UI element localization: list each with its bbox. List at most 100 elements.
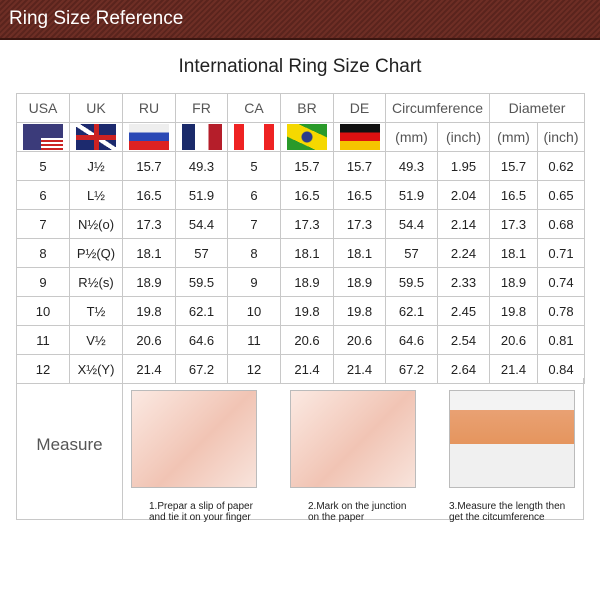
table-cell: 18.1 xyxy=(122,238,176,268)
step-caption: get the citcumference xyxy=(449,512,545,523)
table-cell: 5 xyxy=(227,151,281,181)
table-cell: 67.2 xyxy=(175,354,228,384)
table-row: 5 J½ 15.7 49.3 5 15.7 15.7 49.3 1.95 15.7 0.62 xyxy=(16,151,586,181)
table-cell: 18.1 xyxy=(489,238,538,268)
table-cell: 12 xyxy=(16,354,70,384)
table-cell: L½ xyxy=(69,180,123,210)
table-cell: 0.81 xyxy=(536,325,586,355)
table-cell: 20.6 xyxy=(333,325,386,355)
table-cell: 67.2 xyxy=(385,354,438,384)
table-cell: 20.6 xyxy=(489,325,538,355)
table-row: 6 L½ 16.5 51.9 6 16.5 16.5 51.9 2.04 16.5 0.65 xyxy=(16,180,586,210)
table-cell: 1.95 xyxy=(437,151,490,181)
table-cell: 10 xyxy=(227,296,281,326)
table-row: 10 T½ 19.8 62.1 10 19.8 19.8 62.1 2.45 19.8 0.78 xyxy=(16,296,586,326)
table-cell: 6 xyxy=(16,180,70,210)
step-caption: 2.Mark on the junction xyxy=(308,501,407,512)
column-header: Circumference xyxy=(385,93,490,123)
step-3: 3.Measure the length then get the citcumf… xyxy=(449,390,575,523)
table-cell: 15.7 xyxy=(333,151,386,181)
table-cell: 2.45 xyxy=(437,296,490,326)
table-cell: 16.5 xyxy=(489,180,538,210)
table-cell: 57 xyxy=(175,238,228,268)
table-cell: 11 xyxy=(16,325,70,355)
table-cell: 16.5 xyxy=(122,180,176,210)
russia-flag-icon xyxy=(129,124,169,150)
table-cell: 0.74 xyxy=(536,267,586,297)
step-caption: 3.Measure the length then xyxy=(449,501,566,512)
table-cell: 64.6 xyxy=(175,325,228,355)
table-cell: 7 xyxy=(227,209,281,239)
table-cell: 54.4 xyxy=(175,209,228,239)
france-flag-icon xyxy=(181,124,222,150)
table-cell: 18.1 xyxy=(333,238,386,268)
table-cell: 57 xyxy=(385,238,438,268)
uk-flag-icon xyxy=(76,124,116,150)
step-caption: on the paper xyxy=(308,512,365,523)
table-cell: 19.8 xyxy=(280,296,334,326)
table-row: 8 P½(Q) 18.1 57 8 18.1 18.1 57 2.24 18.1 0.71 xyxy=(16,238,586,268)
table-cell: 20.6 xyxy=(280,325,334,355)
step-caption: and tie it on your finger xyxy=(149,512,251,523)
unit-header: (mm) xyxy=(489,122,538,152)
table-cell: 19.8 xyxy=(122,296,176,326)
table-cell: 19.8 xyxy=(489,296,538,326)
table-cell: 6 xyxy=(227,180,281,210)
table-cell: 2.24 xyxy=(437,238,490,268)
table-cell: 2.33 xyxy=(437,267,490,297)
table-cell: 0.62 xyxy=(536,151,586,181)
measure-label: Measure xyxy=(17,378,123,519)
table-row: 11 V½ 20.6 64.6 11 20.6 20.6 64.6 2.54 20.6 0.81 xyxy=(16,325,586,355)
table-cell: 15.7 xyxy=(280,151,334,181)
page-title: International Ring Size Chart xyxy=(178,56,422,77)
table-row: 7 N½(o) 17.3 54.4 7 17.3 17.3 54.4 2.14 17.3 0.68 xyxy=(16,209,586,239)
table-cell: 8 xyxy=(16,238,70,268)
table-cell: 21.4 xyxy=(489,354,538,384)
column-header: BR xyxy=(280,93,334,123)
step-1: 1.Prepar a slip of paper and tie it on yo… xyxy=(131,390,257,523)
banner: Ring Size Reference xyxy=(0,0,600,40)
table-cell: X½(Y) xyxy=(69,354,123,384)
unit-header: (inch) xyxy=(437,122,490,152)
table-cell: P½(Q) xyxy=(69,238,123,268)
table-cell: 18.9 xyxy=(333,267,386,297)
table-cell: 18.9 xyxy=(280,267,334,297)
table-cell: 2.54 xyxy=(437,325,490,355)
table-cell: 21.4 xyxy=(333,354,386,384)
column-header: USA xyxy=(16,93,70,123)
canada-flag-icon xyxy=(234,124,274,150)
table-cell: V½ xyxy=(69,325,123,355)
measure-section: Measure 1.Prepar a slip of paper and tie … xyxy=(16,378,584,523)
table-cell: 18.1 xyxy=(280,238,334,268)
table-cell: 17.3 xyxy=(333,209,386,239)
column-header: Diameter xyxy=(488,93,586,123)
table-cell: 8 xyxy=(227,238,281,268)
table-cell: 59.5 xyxy=(175,267,228,297)
table-cell: 0.68 xyxy=(536,209,586,239)
table-cell: 20.6 xyxy=(122,325,176,355)
table-cell: 64.6 xyxy=(385,325,438,355)
table-cell: 18.9 xyxy=(122,267,176,297)
table-cell: 62.1 xyxy=(385,296,438,326)
brazil-flag-icon xyxy=(287,124,327,150)
finger-wrap-image xyxy=(131,390,257,488)
table-row: 12 X½(Y) 21.4 67.2 12 21.4 21.4 67.2 2.64 21.4 0.8… xyxy=(16,354,586,384)
table-cell: J½ xyxy=(69,151,123,181)
us-flag-icon xyxy=(23,124,63,150)
table-cell: 51.9 xyxy=(385,180,438,210)
table-cell: 51.9 xyxy=(175,180,228,210)
unit-header: (inch) xyxy=(536,122,586,152)
mark-paper-image xyxy=(290,390,416,488)
column-header: CA xyxy=(227,93,281,123)
table-cell: 59.5 xyxy=(385,267,438,297)
unit-header: (mm) xyxy=(385,122,438,152)
table-cell: T½ xyxy=(69,296,123,326)
table-cell: 19.8 xyxy=(333,296,386,326)
table-cell: 7 xyxy=(16,209,70,239)
table-cell: 18.9 xyxy=(489,267,538,297)
table-cell: 49.3 xyxy=(175,151,228,181)
table-cell: 9 xyxy=(227,267,281,297)
table-cell: 0.71 xyxy=(536,238,586,268)
ruler-image xyxy=(449,390,575,488)
table-cell: 0.78 xyxy=(536,296,586,326)
